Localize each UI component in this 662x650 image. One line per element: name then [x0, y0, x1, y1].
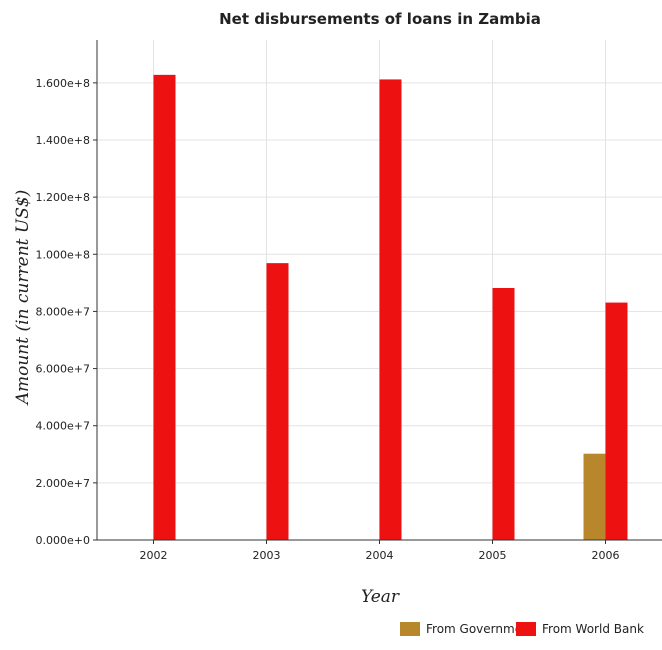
y-tick-label: 1.400e+8 — [36, 134, 90, 147]
chart-title: Net disbursements of loans in Zambia — [219, 10, 541, 28]
y-axis-label: Amount (in current US$) — [13, 190, 33, 407]
x-tick-labels: 2002 2003 2004 2005 2006 — [140, 549, 620, 562]
y-tick-label: 2.000e+7 — [36, 477, 90, 490]
bar-world-bank-2004 — [379, 79, 402, 540]
x-axis-label: Year — [361, 587, 400, 607]
legend: From Government From World Bank — [400, 622, 644, 636]
x-tick-label: 2006 — [592, 549, 620, 562]
axes — [93, 40, 662, 544]
y-tick-labels: 0.000e+0 2.000e+7 4.000e+7 6.000e+7 8.000e+7… — [36, 77, 90, 547]
y-tick-label: 1.600e+8 — [36, 77, 90, 90]
y-tick-label: 1.200e+8 — [36, 191, 90, 204]
bar-world-bank-2003 — [266, 263, 289, 540]
legend-label-1: From World Bank — [542, 622, 644, 636]
legend-swatch-1 — [516, 622, 536, 636]
y-tick-label: 0.000e+0 — [36, 534, 90, 547]
bar-government-2006 — [583, 453, 606, 540]
legend-swatch-0 — [400, 622, 420, 636]
bar-world-bank-2005 — [492, 288, 515, 540]
x-tick-label: 2003 — [253, 549, 281, 562]
bars — [153, 74, 628, 540]
x-tick-label: 2002 — [140, 549, 168, 562]
y-tick-label: 8.000e+7 — [36, 305, 90, 318]
x-tick-label: 2004 — [366, 549, 394, 562]
bar-world-bank-2006 — [605, 302, 628, 540]
y-tick-label: 6.000e+7 — [36, 363, 90, 376]
legend-label-0: From Government — [426, 622, 535, 636]
x-tick-label: 2005 — [479, 549, 507, 562]
y-tick-label: 4.000e+7 — [36, 420, 90, 433]
y-tick-label: 1.000e+8 — [36, 248, 90, 261]
bar-world-bank-2002 — [153, 74, 176, 540]
